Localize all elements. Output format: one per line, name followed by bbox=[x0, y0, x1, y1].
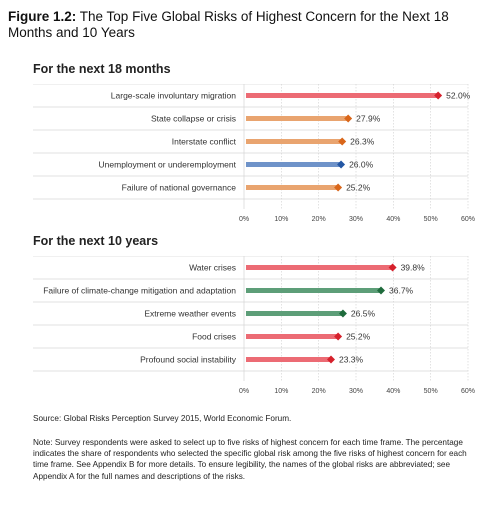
value-label: 23.3% bbox=[339, 355, 364, 365]
bar-marker bbox=[388, 263, 397, 272]
x-tick-label: 20% bbox=[312, 388, 326, 395]
note-text: Note: Survey respondents were asked to s… bbox=[33, 438, 467, 481]
value-label: 26.5% bbox=[351, 309, 376, 319]
bar bbox=[246, 139, 343, 144]
x-tick-label: 30% bbox=[349, 216, 363, 223]
value-label: 36.7% bbox=[389, 286, 414, 296]
bar bbox=[246, 116, 349, 121]
figure-title-text: The Top Five Global Risks of Highest Con… bbox=[8, 9, 449, 40]
bar bbox=[246, 93, 439, 98]
value-label: 39.8% bbox=[401, 263, 426, 273]
bar-marker bbox=[377, 286, 386, 295]
x-tick-label: 20% bbox=[312, 216, 326, 223]
value-label: 27.9% bbox=[356, 114, 381, 124]
bar-marker bbox=[338, 137, 347, 146]
x-tick-label: 10% bbox=[274, 216, 288, 223]
bar bbox=[246, 185, 339, 190]
bar bbox=[246, 357, 331, 362]
chart-10-years: 0% 10% 20% 30% 40% 50% 60% Water crises 39.8% Fai… bbox=[33, 256, 475, 395]
x-tick-label: 10% bbox=[274, 388, 288, 395]
x-tick-label: 0% bbox=[239, 216, 249, 223]
chart-2-title: For the next 10 years bbox=[33, 234, 159, 248]
x-tick-label: 60% bbox=[461, 216, 475, 223]
value-label: 26.0% bbox=[349, 160, 374, 170]
bar-marker bbox=[337, 160, 346, 169]
category-label: Interstate conflict bbox=[172, 137, 237, 147]
value-label: 25.2% bbox=[346, 332, 371, 342]
x-tick-label: 30% bbox=[349, 388, 363, 395]
bar bbox=[246, 334, 339, 339]
value-label: 25.2% bbox=[346, 183, 371, 193]
bar-marker bbox=[338, 309, 347, 318]
value-label: 26.3% bbox=[350, 137, 375, 147]
x-tick-label: 40% bbox=[386, 216, 400, 223]
category-label: Unemployment or underemployment bbox=[99, 160, 237, 170]
x-tick-label: 0% bbox=[239, 388, 249, 395]
category-label: Water crises bbox=[189, 263, 236, 273]
category-label: Extreme weather events bbox=[144, 309, 236, 319]
category-label: Profound social instability bbox=[140, 355, 237, 365]
figure-title: Figure 1.2: The Top Five Global Risks of… bbox=[8, 9, 478, 41]
category-label: Failure of national governance bbox=[122, 183, 237, 193]
chart-1-title: For the next 18 months bbox=[33, 62, 171, 76]
bar-marker bbox=[334, 183, 343, 192]
x-tick-label: 60% bbox=[461, 388, 475, 395]
bar-marker bbox=[434, 91, 443, 100]
category-label: Large-scale involuntary migration bbox=[111, 91, 236, 101]
bar-marker bbox=[334, 332, 343, 341]
x-tick-label: 40% bbox=[386, 388, 400, 395]
category-label: State collapse or crisis bbox=[151, 114, 236, 124]
bar-marker bbox=[344, 114, 353, 123]
bar bbox=[246, 311, 343, 316]
category-label: Food crises bbox=[192, 332, 236, 342]
bar-marker bbox=[326, 355, 335, 364]
figure-label: Figure 1.2: bbox=[8, 9, 77, 24]
category-label: Failure of climate-change mitigation and… bbox=[43, 286, 236, 296]
x-tick-label: 50% bbox=[424, 388, 438, 395]
bar bbox=[246, 265, 393, 270]
source-text: Source: Global Risks Perception Survey 2… bbox=[33, 414, 292, 423]
x-tick-label: 50% bbox=[424, 216, 438, 223]
value-label: 52.0% bbox=[446, 91, 471, 101]
chart-18-months: 0% 10% 20% 30% 40% 50% 60% Large-scale involunt… bbox=[33, 84, 475, 223]
bar bbox=[246, 162, 342, 167]
bar bbox=[246, 288, 382, 293]
